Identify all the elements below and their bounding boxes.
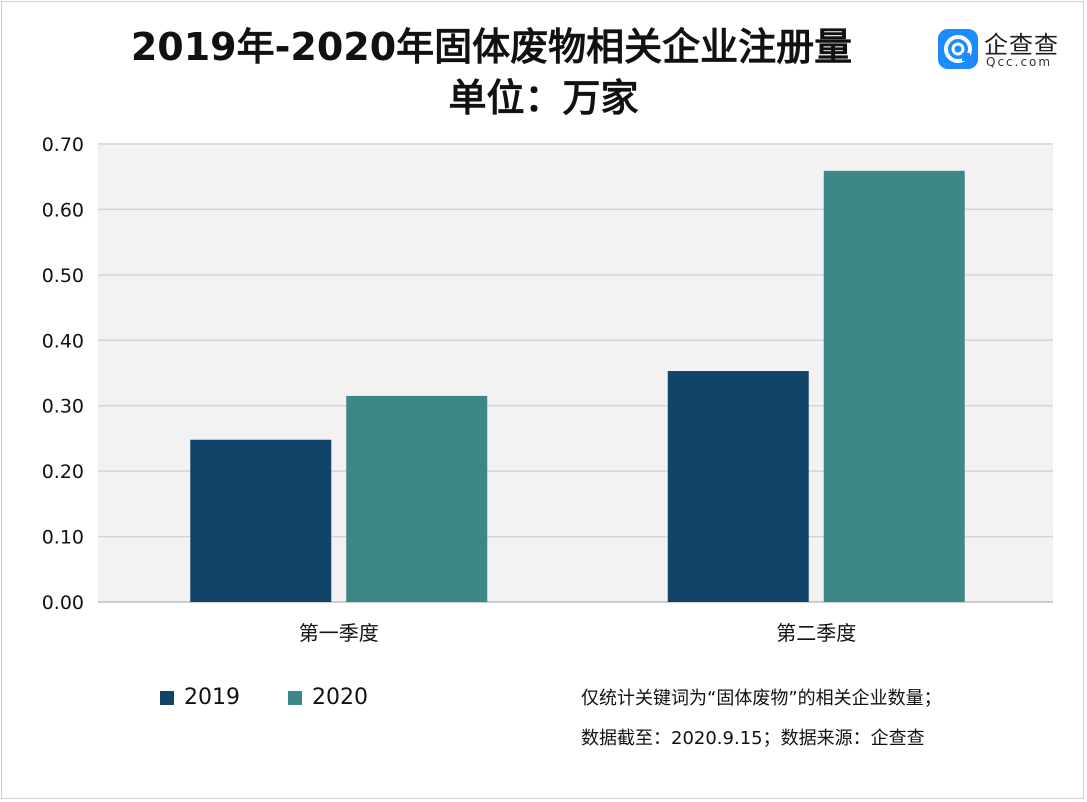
qcc-logo: 企查查 Qcc.com [934,25,1058,73]
logo-text: 企查查 [984,31,1059,59]
y-tick-label: 0.30 [42,396,84,418]
bar-2019-2 [667,371,809,602]
qcc-logo-icon [938,29,978,69]
y-tick-label: 0.70 [42,134,84,156]
y-tick-label: 0.50 [42,265,84,287]
y-tick-label: 0.60 [42,199,84,221]
legend-swatch-2020 [288,691,302,705]
x-category-label: 第一季度 [299,621,379,645]
bar-2019-1 [190,439,332,602]
y-tick-label: 0.40 [42,330,84,352]
y-tick-label: 0.00 [42,592,84,614]
logo-domain: Qcc.com [986,55,1053,69]
legend-label-2019: 2019 [184,685,240,710]
bar-2020-1 [346,395,488,602]
chart-unit-subtitle: 单位：万家 [448,76,639,120]
y-tick-label: 0.10 [42,527,84,549]
note-keyword: 仅统计关键词为“固体废物”的相关企业数量； [581,688,942,709]
y-tick-label: 0.20 [42,461,84,483]
legend-label-2020: 2020 [312,685,368,710]
chart-title: 2019年-2020年固体废物相关企业注册量 [130,25,853,69]
x-category-label: 第二季度 [776,621,856,645]
legend-swatch-2019 [160,691,174,705]
bar-2020-2 [823,170,965,602]
note-source: 数据截至：2020.9.15；数据来源：企查查 [581,728,925,749]
